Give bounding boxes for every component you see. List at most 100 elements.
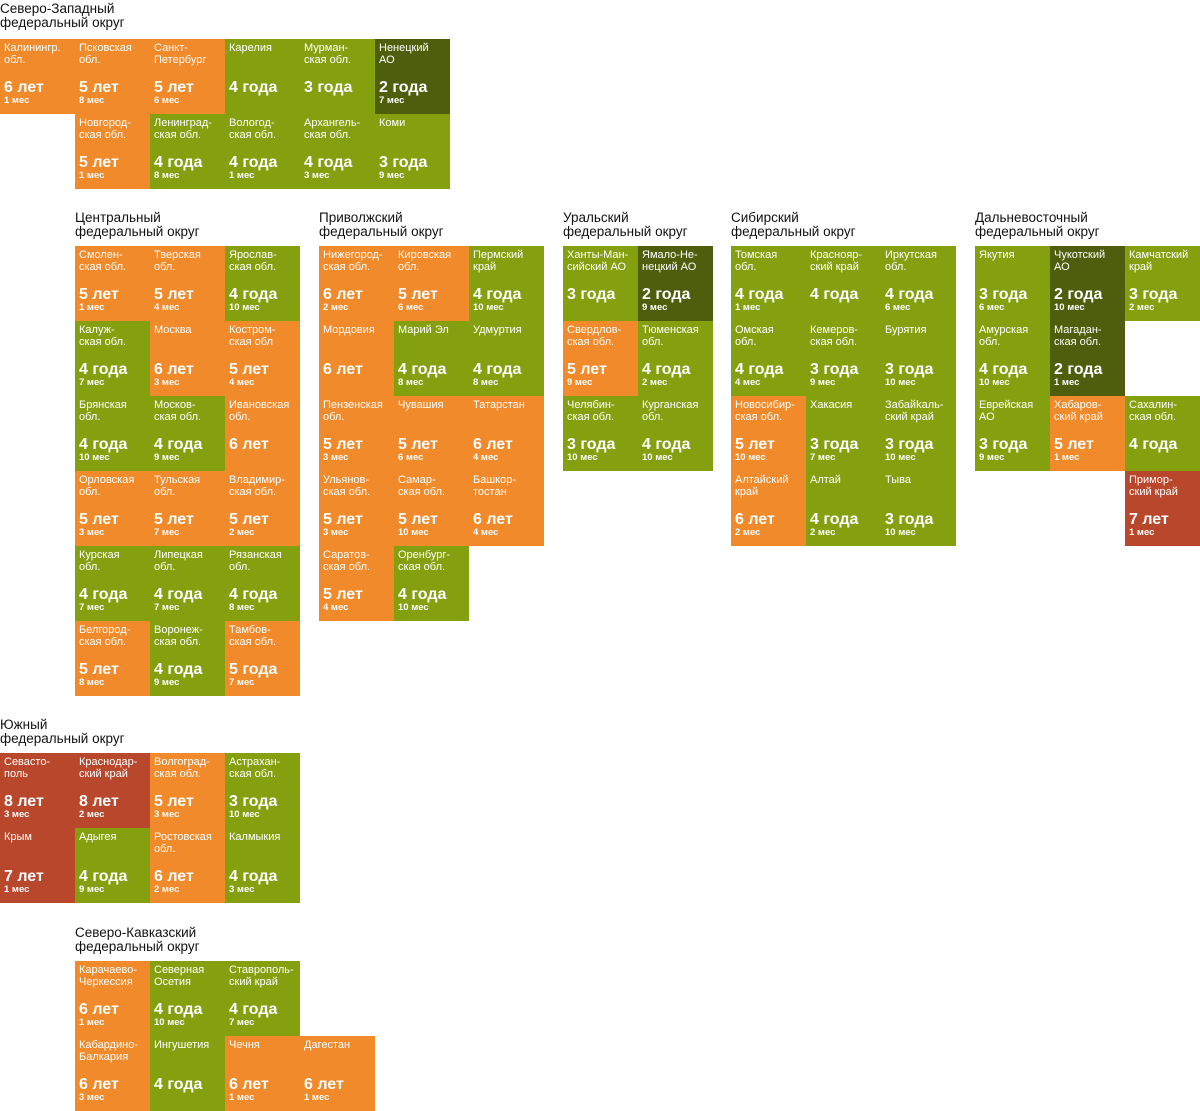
region-months-value: 2 мес — [323, 302, 349, 313]
region-months-value: 2 мес — [642, 377, 668, 388]
region-months-value: 10 мес — [735, 452, 766, 463]
region-months-value: 9 мес — [979, 452, 1005, 463]
region-months-value: 4 мес — [154, 302, 180, 313]
district-title: Южный федеральный округ — [0, 717, 125, 746]
region-years-value: 4 года — [398, 361, 447, 378]
region-months-value: 3 мес — [154, 809, 180, 820]
region-cell: Бурятия 3 года 10 мес — [881, 321, 956, 396]
region-months-value: 1 мес — [229, 1092, 255, 1103]
region-years-value: 4 года — [79, 868, 128, 885]
region-years-value: 5 лет — [79, 286, 119, 303]
region-years-value: 5 лет — [229, 511, 269, 528]
region-cell: Орловская обл. 5 лет 3 мес — [75, 471, 150, 546]
region-name: Кировская обл. — [398, 249, 452, 273]
region-years-value: 4 года — [79, 361, 128, 378]
region-years-value: 6 лет — [154, 361, 194, 378]
region-years-value: 4 года — [810, 286, 859, 303]
region-cell: Магадан- ская обл. 2 года 1 мес — [1050, 321, 1125, 396]
region-months-value: 3 мес — [79, 527, 105, 538]
region-months-value: 3 мес — [229, 884, 255, 895]
region-name: Саратов- ская обл. — [323, 549, 371, 573]
region-years-value: 5 лет — [79, 79, 119, 96]
region-cell: Севасто- поль 8 лет 3 мес — [0, 753, 75, 828]
region-years-value: 4 года — [473, 286, 522, 303]
region-years-value: 4 года — [810, 511, 859, 528]
region-name: Краснояр- ский край — [810, 249, 863, 273]
region-name: Новгород- ская обл. — [79, 117, 131, 141]
region-cell: Калуж- ская обл. 4 года 7 мес — [75, 321, 150, 396]
region-months-value: 10 мес — [885, 377, 916, 388]
region-name: Тюменская обл. — [642, 324, 699, 348]
region-cell: Кабардино- Балкария 6 лет 3 мес — [75, 1036, 150, 1111]
region-years-value: 5 лет — [154, 286, 194, 303]
region-name: Оренбург- ская обл. — [398, 549, 451, 573]
region-years-value: 6 лет — [473, 511, 513, 528]
region-months-value: 1 мес — [1054, 452, 1080, 463]
region-years-value: 3 года — [567, 286, 616, 303]
region-name: Тамбов- ская обл. — [229, 624, 277, 648]
region-name: Орловская обл. — [79, 474, 135, 498]
region-years-value: 5 лет — [154, 793, 194, 810]
region-cell: Курская обл. 4 года 7 мес — [75, 546, 150, 621]
region-name: Примор- ский край — [1129, 474, 1178, 498]
region-months-value: 7 мес — [79, 377, 105, 388]
region-years-value: 5 лет — [154, 511, 194, 528]
district-title: Приволжский федеральный округ — [319, 210, 444, 239]
region-name: Москов- ская обл. — [154, 399, 202, 423]
region-cell: Ульянов- ская обл. 5 лет 3 мес — [319, 471, 394, 546]
region-name: Новосибир- ская обл. — [735, 399, 795, 423]
region-years-value: 3 года — [567, 436, 616, 453]
region-cell: Камчатский край 3 года 2 мес — [1125, 246, 1200, 321]
region-cell: Тюменская обл. 4 года 2 мес — [638, 321, 713, 396]
region-months-value: 6 мес — [885, 302, 911, 313]
region-months-value: 2 мес — [1129, 302, 1155, 313]
region-years-value: 4 года — [229, 1001, 278, 1018]
district-title: Северо-Западный федеральный округ — [0, 1, 125, 30]
region-years-value: 3 года — [885, 436, 934, 453]
region-years-value: 2 года — [1054, 286, 1103, 303]
region-months-value: 7 мес — [154, 527, 180, 538]
region-years-value: 7 лет — [1129, 511, 1169, 528]
region-cell: Карелия 4 года — [225, 39, 300, 114]
region-years-value: 5 лет — [154, 79, 194, 96]
region-cell: Омская обл. 4 года 4 мес — [731, 321, 806, 396]
region-years-value: 3 года — [810, 361, 859, 378]
region-months-value: 7 мес — [229, 677, 255, 688]
region-months-value: 8 мес — [79, 677, 105, 688]
region-cell: Смолен- ская обл. 5 лет 1 мес — [75, 246, 150, 321]
region-cell: Ставрополь- ский край 4 года 7 мес — [225, 961, 300, 1036]
region-cell: Калмыкия 4 года 3 мес — [225, 828, 300, 903]
region-cell: Карачаево- Черкессия 6 лет 1 мес — [75, 961, 150, 1036]
region-cell: Ямало-Не- нецкий АО 2 года 9 мес — [638, 246, 713, 321]
region-years-value: 4 года — [1129, 436, 1178, 453]
region-name: Чечня — [229, 1039, 260, 1051]
region-months-value: 2 мес — [735, 527, 761, 538]
region-cell: Удмуртия 4 года 8 мес — [469, 321, 544, 396]
region-name: Магадан- ская обл. — [1054, 324, 1102, 348]
region-name: Воронеж- ская обл. — [154, 624, 203, 648]
region-name: Кемеров- ская обл. — [810, 324, 858, 348]
region-cell: Чукотский АО 2 года 10 мес — [1050, 246, 1125, 321]
region-years-value: 6 лет — [323, 286, 363, 303]
region-cell: Кемеров- ская обл. 3 года 9 мес — [806, 321, 881, 396]
region-years-value: 6 лет — [154, 868, 194, 885]
region-years-value: 3 года — [304, 79, 353, 96]
region-months-value: 1 мес — [79, 302, 105, 313]
region-years-value: 4 года — [735, 361, 784, 378]
region-years-value: 5 лет — [398, 436, 438, 453]
region-months-value: 4 мес — [323, 602, 349, 613]
region-months-value: 9 мес — [154, 677, 180, 688]
region-cell: Астрахан- ская обл. 3 года 10 мес — [225, 753, 300, 828]
region-months-value: 6 мес — [398, 302, 424, 313]
region-years-value: 6 лет — [4, 79, 44, 96]
region-cell: Алтай 4 года 2 мес — [806, 471, 881, 546]
region-name: Пензенская обл. — [323, 399, 383, 423]
region-name: Калинингр. обл. — [4, 42, 61, 66]
region-years-value: 4 года — [154, 1001, 203, 1018]
region-months-value: 7 мес — [79, 602, 105, 613]
region-name: Амурская обл. — [979, 324, 1029, 348]
region-cell: Ингушетия 4 года — [150, 1036, 225, 1111]
region-months-value: 3 мес — [4, 809, 30, 820]
region-years-value: 4 года — [398, 586, 447, 603]
region-years-value: 4 года — [79, 436, 128, 453]
